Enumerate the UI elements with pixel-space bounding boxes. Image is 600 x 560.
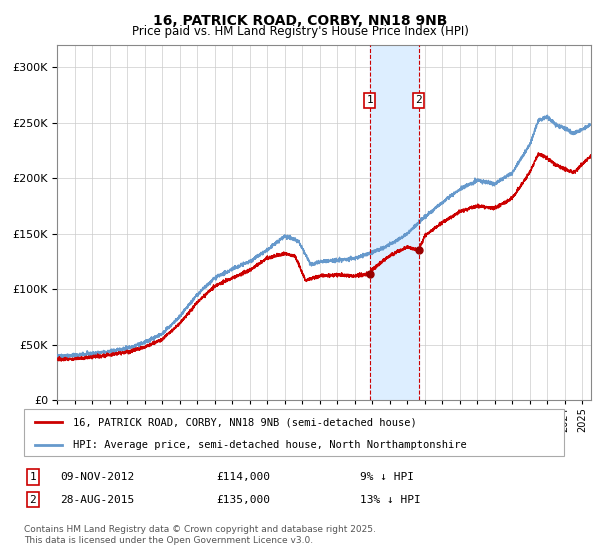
Text: £114,000: £114,000 xyxy=(216,472,270,482)
Text: 16, PATRICK ROAD, CORBY, NN18 9NB (semi-detached house): 16, PATRICK ROAD, CORBY, NN18 9NB (semi-… xyxy=(73,417,416,427)
Text: 2: 2 xyxy=(29,494,37,505)
FancyBboxPatch shape xyxy=(24,409,564,456)
Text: 2: 2 xyxy=(415,95,422,105)
Text: 28-AUG-2015: 28-AUG-2015 xyxy=(60,494,134,505)
Bar xyxy=(370,45,419,400)
Text: 9% ↓ HPI: 9% ↓ HPI xyxy=(360,472,414,482)
Text: 1: 1 xyxy=(29,472,37,482)
Text: HPI: Average price, semi-detached house, North Northamptonshire: HPI: Average price, semi-detached house,… xyxy=(73,440,466,450)
Text: 09-NOV-2012: 09-NOV-2012 xyxy=(60,472,134,482)
Text: 13% ↓ HPI: 13% ↓ HPI xyxy=(360,494,421,505)
Text: 16, PATRICK ROAD, CORBY, NN18 9NB: 16, PATRICK ROAD, CORBY, NN18 9NB xyxy=(153,14,447,28)
Text: 1: 1 xyxy=(367,95,373,105)
Text: Contains HM Land Registry data © Crown copyright and database right 2025.
This d: Contains HM Land Registry data © Crown c… xyxy=(24,525,376,545)
Text: Price paid vs. HM Land Registry's House Price Index (HPI): Price paid vs. HM Land Registry's House … xyxy=(131,25,469,38)
Text: £135,000: £135,000 xyxy=(216,494,270,505)
